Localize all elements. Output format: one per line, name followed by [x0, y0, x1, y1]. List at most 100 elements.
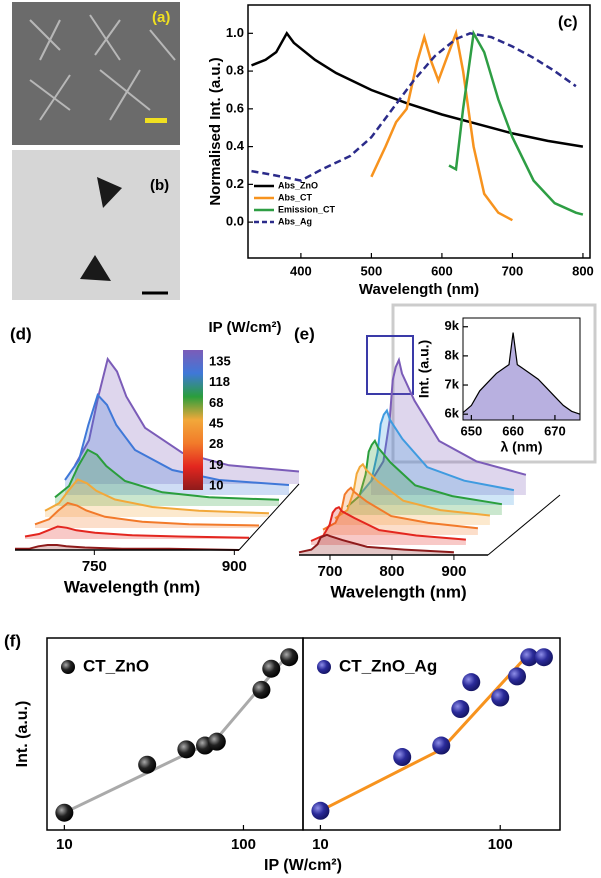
colorbar-label: 10 — [209, 477, 223, 492]
y-tick-label: 7k — [445, 376, 460, 391]
spectrum-fill — [299, 534, 454, 555]
y-axis-label: Int. (a.u.) — [14, 701, 31, 768]
x-tick-label: 800 — [572, 263, 594, 278]
point — [55, 803, 74, 822]
spectrum-fill — [55, 449, 279, 506]
legend-label: Emission_CT — [278, 204, 336, 214]
point — [138, 755, 157, 774]
colorbar-label: 68 — [209, 395, 223, 410]
y-tick-label: 8k — [445, 347, 460, 362]
point — [534, 648, 553, 667]
spectrum — [74, 356, 300, 473]
y-tick-label: 9k — [445, 318, 460, 333]
panel-label: (c) — [558, 14, 578, 31]
colorbar-label: 118 — [209, 374, 230, 389]
point — [207, 732, 226, 751]
x-tick-label: 670 — [544, 423, 566, 438]
spectrum-fill — [35, 503, 259, 528]
spectrum-fill — [65, 395, 289, 495]
line-series — [448, 29, 584, 216]
legend-label: CT_ZnO — [83, 656, 149, 675]
point — [451, 700, 470, 719]
y-tick-label: 0.2 — [226, 176, 244, 191]
plot-frame — [302, 637, 561, 831]
zoom-box — [366, 335, 414, 395]
colorbar-label: 28 — [209, 436, 223, 451]
x-tick-label: 650 — [461, 423, 483, 438]
x-axis-label: IP (W/cm²) — [264, 857, 342, 874]
spectrum — [310, 505, 466, 542]
y-tick-label: 0.8 — [226, 63, 244, 78]
colorbar-label: 135 — [209, 353, 231, 368]
spectrum-fill — [25, 526, 249, 539]
colorbar-label: 19 — [209, 457, 223, 472]
spectrum-fill — [323, 487, 478, 535]
point — [508, 667, 527, 686]
spectrum — [370, 356, 527, 483]
line-series — [251, 32, 577, 182]
x-axis-label: λ (nm) — [501, 439, 543, 455]
spectrum — [44, 478, 270, 515]
y-tick-label: 6k — [445, 406, 460, 421]
legend-marker — [317, 660, 331, 674]
point — [252, 680, 271, 699]
spectrum — [24, 525, 250, 539]
legend-label: CT_ZnO_Ag — [339, 656, 437, 675]
legend-label: Abs_CT — [278, 192, 313, 202]
y-tick-label: 0.0 — [226, 214, 244, 229]
sem-image: (a) — [12, 2, 180, 145]
x-axis-label: Wavelength (nm) — [64, 577, 200, 596]
x-tick-label: 900 — [222, 558, 247, 575]
spectrum — [54, 448, 280, 501]
spectrum — [346, 438, 503, 508]
y-axis-label: Normalised Int. (a.u.) — [207, 57, 224, 205]
depth-axis — [487, 494, 561, 556]
spectrum-fill — [359, 410, 514, 505]
x-tick-label: 750 — [82, 558, 107, 575]
spectrum — [334, 462, 491, 520]
colorbar-label: 45 — [209, 415, 223, 430]
spectrum — [298, 533, 454, 554]
spectrum-fill — [335, 464, 490, 525]
spectrum-fill — [75, 359, 299, 484]
point — [262, 659, 281, 678]
x-tick-label: 500 — [361, 263, 383, 278]
panel-label: (e) — [294, 324, 315, 343]
depth-axis — [238, 483, 300, 551]
panel-label: (f) — [4, 631, 21, 650]
spectrum-fill — [347, 440, 502, 515]
spectrum-fill — [311, 507, 466, 545]
panel-label: (b) — [150, 177, 169, 194]
colorbar — [183, 350, 203, 490]
point — [393, 748, 412, 767]
line-series — [251, 30, 584, 148]
legend-marker — [61, 660, 75, 674]
y-tick-label: 1.0 — [226, 25, 244, 40]
colorbar-title: IP (W/cm²) — [208, 319, 281, 336]
legend-label: Abs_Ag — [278, 216, 312, 226]
area-line — [462, 332, 581, 415]
x-tick-label: 10 — [56, 836, 73, 853]
x-tick-label: 100 — [231, 836, 256, 853]
x-tick-label: 660 — [502, 423, 524, 438]
x-tick-label: 800 — [379, 563, 404, 580]
spectrum — [322, 486, 479, 531]
x-tick-label: 10 — [312, 836, 329, 853]
tem-image: (b) — [12, 150, 180, 300]
point — [432, 736, 451, 755]
area-fill — [463, 332, 580, 420]
spectrum — [34, 501, 260, 527]
point — [491, 688, 510, 707]
y-tick-label: 0.6 — [226, 100, 244, 115]
point — [462, 673, 481, 692]
plot-frame — [462, 317, 581, 421]
legend-label: Abs_ZnO — [278, 180, 318, 190]
panel-label: (a) — [152, 9, 170, 26]
x-tick-label: 700 — [502, 263, 524, 278]
x-axis-label: Wavelength (nm) — [330, 582, 466, 601]
y-axis-label: Int. (a.u.) — [416, 340, 432, 398]
x-tick-label: 600 — [431, 263, 453, 278]
spectrum-fill — [45, 479, 269, 517]
plot-frame — [247, 4, 591, 259]
